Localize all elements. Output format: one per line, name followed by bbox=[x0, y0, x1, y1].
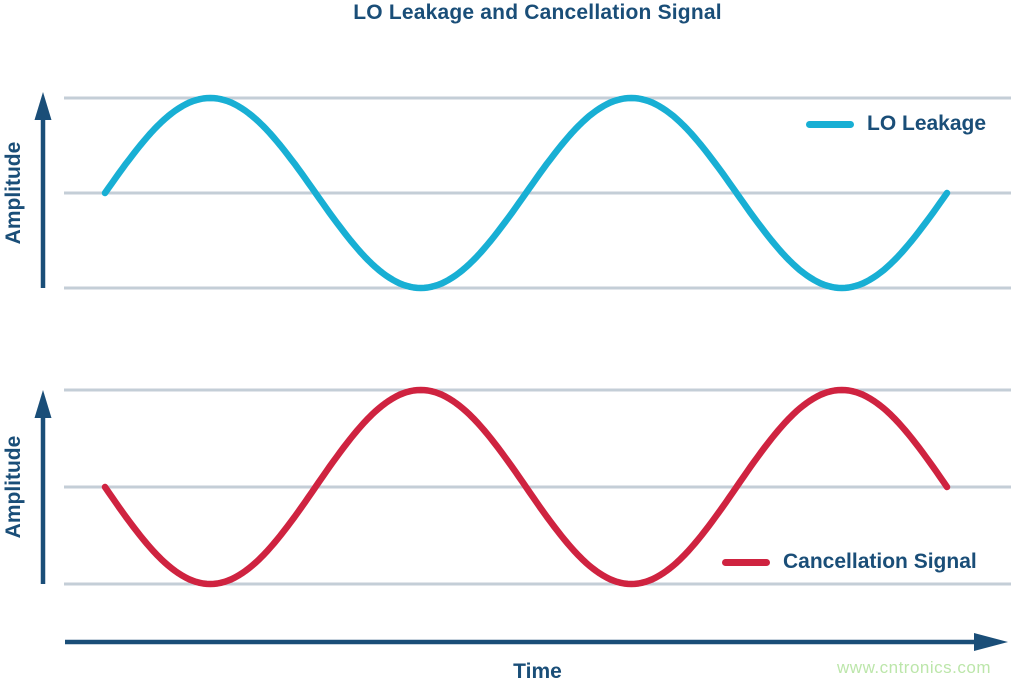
legend-swatch-cancellation-signal bbox=[722, 558, 770, 566]
y-axis-arrow-bottom bbox=[34, 390, 52, 584]
legend-cancellation-signal: Cancellation Signal bbox=[722, 548, 977, 576]
y-axis-label-bottom: Amplitude bbox=[2, 435, 25, 539]
lo-leakage-curve bbox=[101, 94, 951, 292]
y-axis-label-top: Amplitude bbox=[2, 141, 25, 245]
legend-swatch-lo-leakage bbox=[806, 120, 854, 128]
x-axis-label: Time bbox=[513, 660, 562, 683]
chart-title: LO Leakage and Cancellation Signal bbox=[353, 1, 722, 24]
legend-label-lo-leakage: LO Leakage bbox=[867, 112, 987, 135]
watermark: www.cntronics.com bbox=[837, 658, 991, 677]
cancellation-curve bbox=[101, 386, 951, 588]
x-axis-arrow bbox=[65, 633, 1008, 651]
legend-lo-leakage: LO Leakage bbox=[806, 110, 986, 138]
legend-label-cancellation-signal: Cancellation Signal bbox=[783, 550, 977, 573]
y-axis-arrow-top bbox=[34, 92, 52, 288]
